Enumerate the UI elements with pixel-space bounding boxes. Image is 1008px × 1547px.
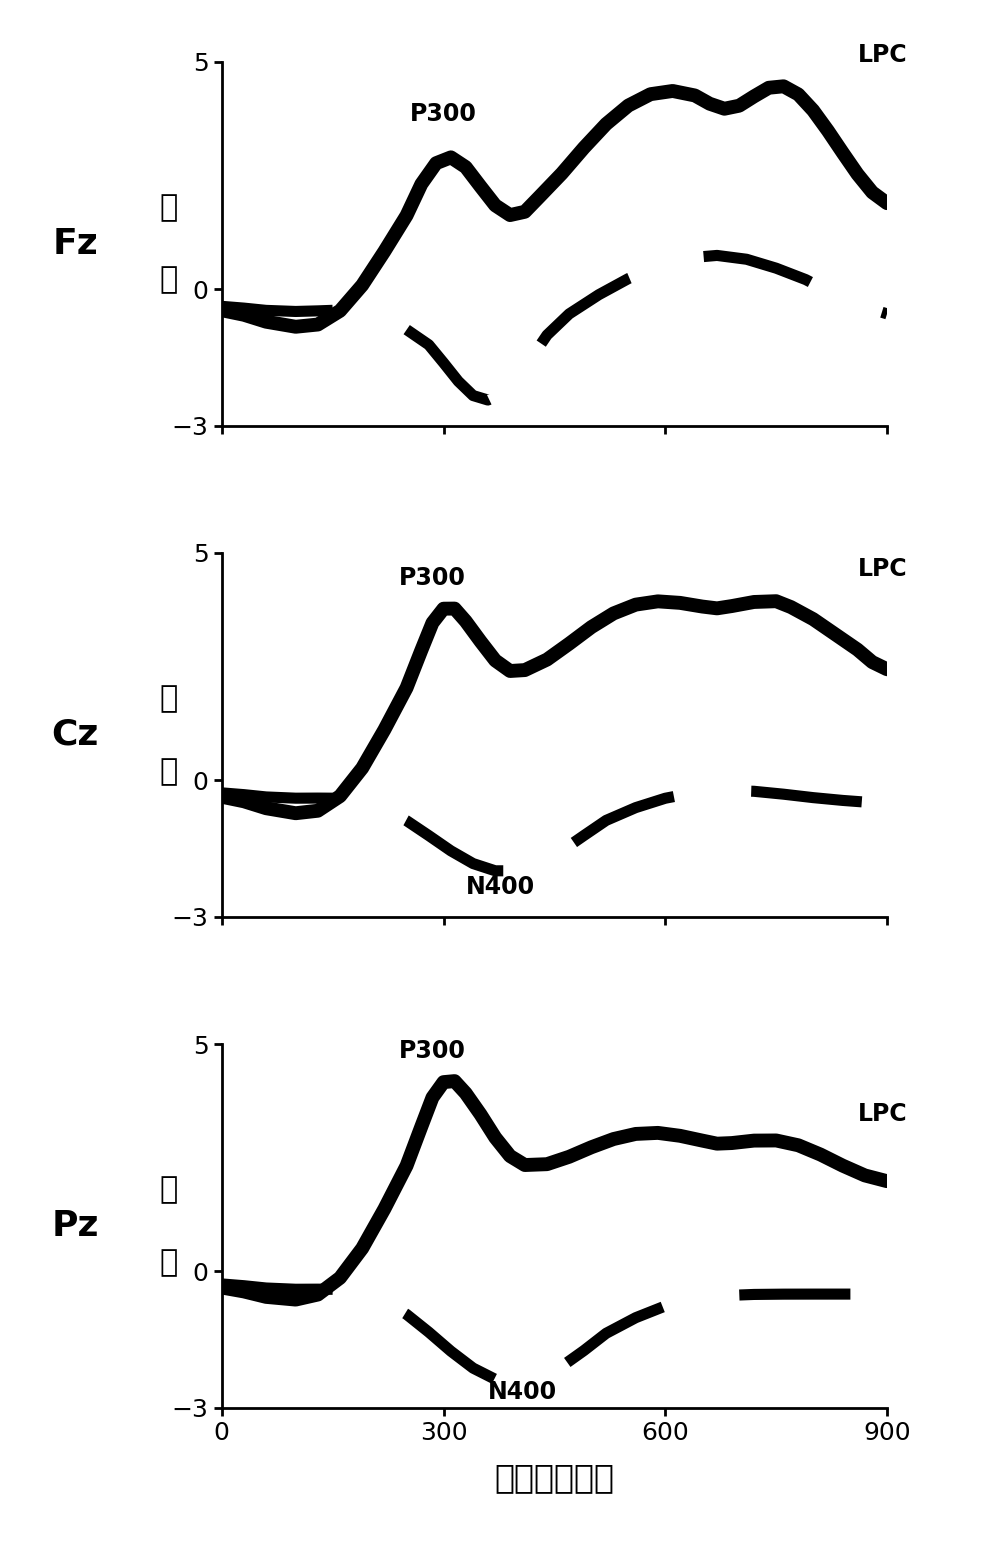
Text: N400: N400 — [466, 876, 535, 899]
Text: Fz: Fz — [52, 227, 98, 261]
X-axis label: 时间（毫秒）: 时间（毫秒） — [494, 1462, 615, 1494]
Text: P300: P300 — [399, 566, 466, 589]
Text: 幅: 幅 — [159, 684, 177, 713]
Text: P300: P300 — [399, 1038, 466, 1063]
Text: Cz: Cz — [51, 718, 99, 752]
Text: Pz: Pz — [51, 1208, 99, 1242]
Text: LPC: LPC — [858, 43, 907, 67]
Text: 幅: 幅 — [159, 1176, 177, 1204]
Text: P300: P300 — [410, 102, 477, 125]
Text: 幅: 幅 — [159, 193, 177, 221]
Text: LPC: LPC — [858, 1103, 907, 1126]
Text: 度: 度 — [159, 266, 177, 294]
Text: 度: 度 — [159, 1248, 177, 1276]
Text: 度: 度 — [159, 756, 177, 786]
Text: LPC: LPC — [858, 557, 907, 580]
Text: N400: N400 — [488, 1380, 557, 1403]
